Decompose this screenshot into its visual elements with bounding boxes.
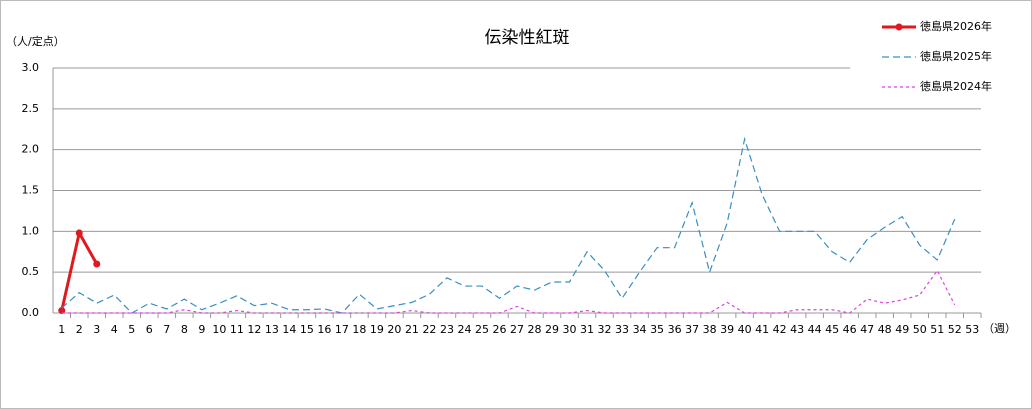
x-tick-label: 19: [370, 323, 384, 336]
x-tick-label: 40: [738, 323, 752, 336]
x-tick-label: 5: [128, 323, 135, 336]
x-tick-label: 48: [878, 323, 892, 336]
x-tick-label: 38: [703, 323, 717, 336]
x-tick-label: 35: [650, 323, 664, 336]
point: [58, 307, 66, 315]
legend-label: 徳島県2025年: [920, 49, 992, 63]
x-tick-label: 25: [475, 323, 489, 336]
x-tick-label: 42: [773, 323, 787, 336]
y-tick-label: 3.0: [22, 61, 40, 74]
x-unit: （週）: [983, 322, 1016, 335]
x-tick-label: 10: [212, 323, 226, 336]
x-tick-label: 53: [965, 323, 979, 336]
y-unit: （人/定点）: [6, 34, 65, 48]
x-tick-label: 33: [615, 323, 629, 336]
x-tick-label: 50: [913, 323, 927, 336]
x-tick-label: 28: [528, 323, 542, 336]
x-tick-label: 52: [948, 323, 962, 336]
x-tick-label: 32: [598, 323, 612, 336]
x-tick-label: 31: [580, 323, 594, 336]
x-tick-label: 43: [790, 323, 804, 336]
legend-label: 徳島県2026年: [920, 19, 992, 33]
y-tick-label: 1.5: [22, 184, 40, 197]
x-tick-label: 9: [198, 323, 205, 336]
x-tick-label: 18: [352, 323, 366, 336]
x-tick-label: 47: [860, 323, 874, 336]
x-tick-label: 26: [492, 323, 506, 336]
legend-bg: [850, 45, 1028, 71]
point: [75, 229, 83, 237]
legend-label: 徳島県2024年: [920, 79, 992, 93]
point: [93, 260, 101, 268]
x-tick-label: 51: [930, 323, 944, 336]
x-tick-label: 1: [58, 323, 65, 336]
x-tick-label: 13: [265, 323, 279, 336]
chart-title: 伝染性紅斑: [485, 28, 570, 48]
series-line: [61, 136, 956, 314]
x-tick-label: 36: [668, 323, 682, 336]
x-tick-label: 45: [825, 323, 839, 336]
y-tick-label: 2.0: [22, 143, 40, 156]
x-tick-label: 41: [755, 323, 769, 336]
x-tick-label: 49: [895, 323, 909, 336]
y-tick-label: 0.5: [22, 265, 40, 278]
x-tick-label: 2: [76, 323, 83, 336]
x-tick-label: 11: [230, 323, 244, 336]
x-tick-label: 21: [405, 323, 419, 336]
legend-marker: [895, 23, 903, 31]
x-tick-label: 14: [282, 323, 296, 336]
x-tick-label: 34: [633, 323, 647, 336]
x-tick-label: 44: [808, 323, 822, 336]
x-tick-label: 12: [247, 323, 261, 336]
y-tick-label: 2.5: [22, 102, 40, 115]
x-tick-label: 3: [93, 323, 100, 336]
x-tick-label: 29: [545, 323, 559, 336]
x-tick-label: 8: [181, 323, 188, 336]
y-tick-label: 0.0: [22, 306, 40, 319]
x-tick-label: 30: [563, 323, 577, 336]
x-tick-label: 15: [300, 323, 314, 336]
x-tick-label: 27: [510, 323, 524, 336]
x-tick-label: 39: [720, 323, 734, 336]
y-tick-label: 1.0: [22, 224, 40, 237]
x-tick-label: 4: [111, 323, 118, 336]
legend-bg: [850, 75, 1028, 101]
x-tick-label: 17: [335, 323, 349, 336]
x-tick-label: 24: [457, 323, 471, 336]
x-tick-label: 46: [843, 323, 857, 336]
x-tick-label: 22: [422, 323, 436, 336]
legend-bg: [850, 15, 1028, 41]
x-tick-label: 7: [163, 323, 170, 336]
x-tick-label: 16: [317, 323, 331, 336]
x-tick-label: 6: [146, 323, 153, 336]
x-tick-label: 20: [387, 323, 401, 336]
x-tick-label: 37: [685, 323, 699, 336]
x-tick-label: 23: [440, 323, 454, 336]
